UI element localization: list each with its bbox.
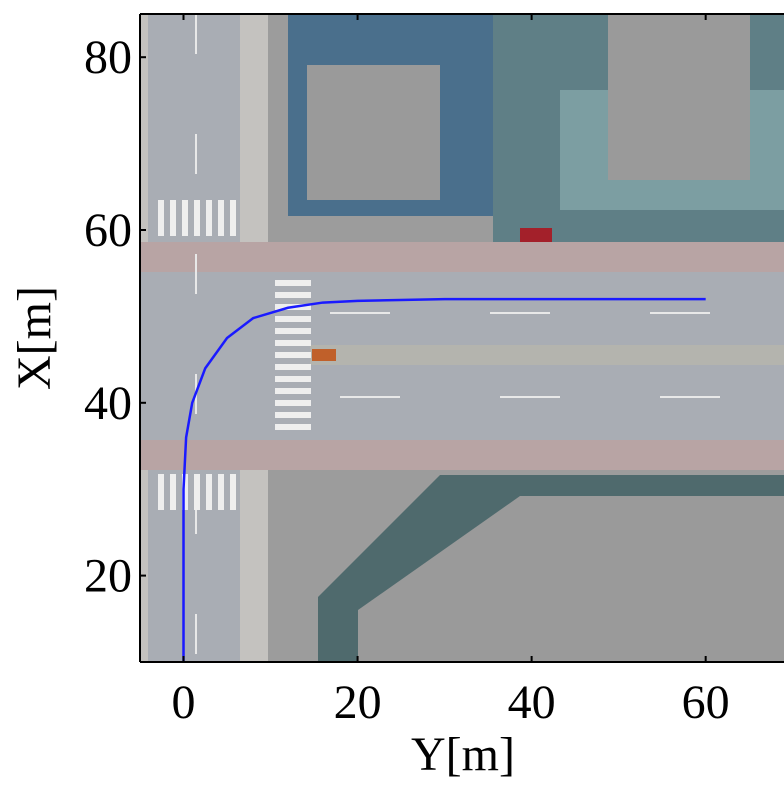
scene-background [140, 14, 784, 662]
x-tick-label: 40 [508, 676, 556, 729]
y-tick-label: 20 [84, 550, 132, 603]
x-tick-label: 0 [172, 676, 196, 729]
x-tick-label: 60 [682, 676, 730, 729]
y-axis-label: X[m] [8, 286, 61, 390]
x-axis-label: Y[m] [411, 728, 515, 781]
x-tick-label: 20 [334, 676, 382, 729]
y-tick-label: 40 [84, 377, 132, 430]
chart: Y[m] X[m] 0 20 40 60 20 40 60 80 [0, 0, 784, 782]
y-tick-label: 80 [84, 31, 132, 84]
y-tick-label: 60 [84, 204, 132, 257]
